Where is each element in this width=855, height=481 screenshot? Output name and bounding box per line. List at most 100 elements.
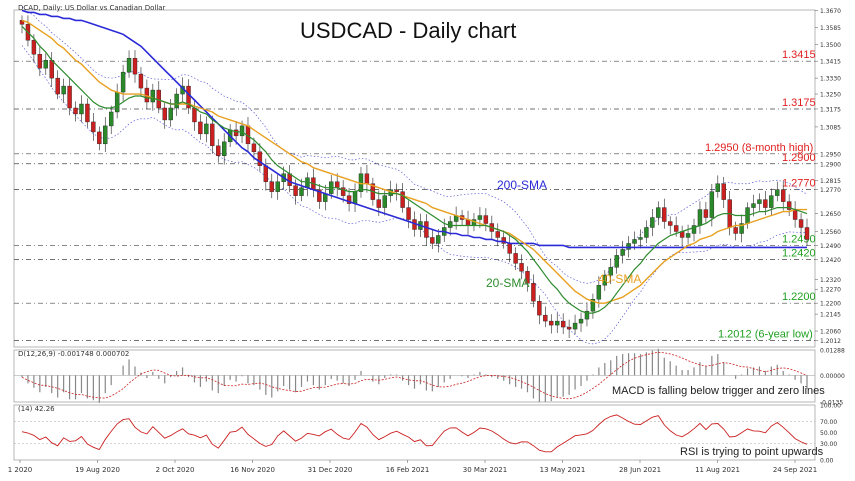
candle (614, 255, 619, 268)
candle (697, 209, 703, 226)
level-label: 1.2950 (8-month high) (705, 142, 813, 154)
price-tick-label: 1.3585 (820, 25, 841, 32)
candle (537, 300, 542, 316)
candle (275, 181, 280, 192)
level-label: 1.2200 (782, 291, 816, 303)
candle (406, 207, 411, 220)
macd-panel (13, 349, 816, 403)
x-tick-label: 30 Mar 2021 (463, 466, 507, 474)
candle (495, 231, 500, 238)
price-tick-label: 1.3085 (820, 124, 841, 131)
candle (555, 320, 560, 326)
candle (786, 201, 792, 210)
price-panel (13, 9, 816, 348)
price-tick-label: 1.3500 (820, 42, 841, 49)
candle (79, 103, 84, 115)
macd-tick-label: 0.01288 (820, 348, 845, 355)
candle (757, 199, 762, 204)
candle (602, 275, 608, 286)
candle (19, 20, 25, 25)
rsi-line (21, 414, 808, 453)
price-tick-label: 1.2200 (820, 301, 841, 308)
candle (584, 310, 590, 320)
rsi-tick-label: 0.00 (820, 458, 834, 465)
candle (804, 227, 810, 240)
level-label: 1.2012 (6-year low) (718, 329, 813, 341)
candle (507, 243, 512, 254)
candle (644, 227, 649, 238)
x-tick-label: 13 May 2021 (540, 466, 586, 474)
candle (763, 199, 768, 208)
rsi-tick-label: 50.00 (820, 430, 837, 437)
candle (572, 322, 578, 330)
sma200-line (21, 9, 807, 249)
candle (109, 111, 114, 127)
price-tick-label: 1.3415 (820, 59, 841, 66)
price-tick-label: 1.3175 (820, 106, 841, 113)
price-tick-label: 1.2320 (820, 277, 841, 284)
candle (620, 249, 625, 256)
level-label: 1.3415 (782, 49, 816, 61)
candle (192, 107, 197, 123)
candle (114, 91, 120, 113)
candle (221, 141, 227, 156)
x-tick-label: 16 Nov 2020 (230, 466, 275, 474)
candle (233, 129, 239, 137)
level-label: 1.3175 (782, 97, 816, 109)
candle (394, 189, 399, 192)
candle (257, 151, 263, 166)
price-tick-label: 1.2950 (820, 151, 841, 158)
candle (596, 285, 602, 300)
candle (239, 125, 245, 137)
price-tick-label: 1.2815 (820, 178, 841, 185)
candle (798, 219, 804, 228)
candle (703, 209, 709, 218)
candle (566, 326, 572, 330)
candle (709, 191, 715, 218)
candle (578, 318, 584, 324)
upper-band (21, 6, 808, 284)
candle (269, 181, 274, 192)
candle (73, 107, 78, 115)
level-label: 1.2770 (782, 178, 816, 190)
candle (483, 215, 489, 224)
candle (198, 121, 203, 135)
level-label: 1.2420 (782, 247, 816, 259)
candle (668, 221, 673, 226)
price-tick-label: 1.2145 (820, 312, 841, 319)
candle (549, 320, 554, 326)
price-tick-label: 1.2270 (820, 287, 841, 294)
series-label: 20-SMA (486, 276, 529, 290)
candle (210, 123, 215, 147)
price-tick-label: 1.2012 (820, 338, 841, 345)
candle (560, 320, 566, 328)
candle (650, 217, 655, 228)
lower-band (21, 45, 808, 345)
price-tick-label: 1.2420 (820, 257, 841, 264)
macd-header: D(12,26,9) -0.001748 0.000702 (18, 350, 130, 358)
candle (97, 131, 102, 145)
sma20-line (21, 25, 808, 314)
candle (67, 85, 72, 109)
candle (162, 107, 167, 121)
candle (352, 191, 358, 204)
candle (299, 187, 304, 196)
candle (103, 125, 108, 145)
candle (138, 73, 144, 89)
candle (91, 121, 96, 133)
candle (626, 243, 631, 250)
candle (376, 199, 382, 208)
macd-tick-label: -0.0135 (820, 400, 843, 407)
candle (37, 54, 43, 69)
candle (400, 191, 405, 208)
candle (150, 89, 156, 103)
rsi-panel (13, 404, 816, 461)
price-tick-label: 1.2650 (820, 211, 841, 218)
rsi-annotation: RSI is trying to point upwards (680, 446, 824, 458)
candle (430, 237, 435, 244)
price-tick-label: 1.3330 (820, 76, 841, 83)
x-tick-label: 31 Dec 2020 (308, 466, 353, 474)
macd-annotation: MACD is falling below trigger and zero l… (612, 385, 825, 397)
price-tick-label: 1.2770 (820, 187, 841, 194)
x-tick-label: 2 Oct 2020 (156, 466, 195, 474)
